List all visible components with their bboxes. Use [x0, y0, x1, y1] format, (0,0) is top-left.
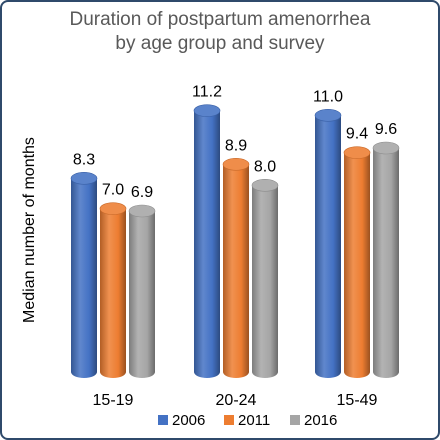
data-label-2016-15-49: 9.6 [375, 121, 397, 138]
data-label-2016-20-24: 8.0 [254, 158, 276, 175]
legend-label-2006: 2006 [172, 412, 205, 429]
bar-2011-20-24 [222, 158, 250, 378]
data-label-2011-15-49: 9.4 [346, 126, 368, 143]
bar-2006-20-24 [193, 104, 221, 378]
bar-2016-15-19 [128, 204, 156, 378]
x-tick-15-19: 15-19 [93, 392, 134, 409]
data-label-2006-15-19: 8.3 [73, 151, 95, 168]
x-tick-20-24: 20-24 [216, 392, 257, 409]
data-label-2006-15-49: 11.0 [313, 88, 343, 105]
legend-swatch-2011 [224, 415, 234, 425]
chart-title-line-2: by age group and survey [115, 33, 325, 54]
legend-label-2011: 2011 [238, 412, 270, 429]
bar-2011-15-49 [343, 146, 371, 378]
data-label-2011-20-24: 8.9 [225, 137, 247, 154]
bar-2016-20-24 [251, 179, 279, 378]
bar-2006-15-19 [70, 172, 98, 378]
data-label-2006-20-24: 11.2 [192, 84, 222, 101]
data-label-2011-15-19: 7.0 [102, 182, 124, 199]
bar-2011-15-19 [99, 202, 127, 378]
legend-swatch-2016 [290, 415, 300, 425]
data-label-2016-15-19: 6.9 [131, 184, 153, 201]
chart-title-line-1: Duration of postpartum amenorrhea [69, 9, 371, 30]
chart-title: Duration of postpartum amenorrhea by age… [0, 8, 440, 56]
bar-2006-15-49 [314, 109, 342, 378]
legend-label-2016: 2016 [304, 412, 337, 429]
legend-swatch-2006 [158, 415, 168, 425]
x-tick-15-49: 15-49 [337, 392, 378, 409]
bar-2016-15-49 [372, 141, 400, 378]
